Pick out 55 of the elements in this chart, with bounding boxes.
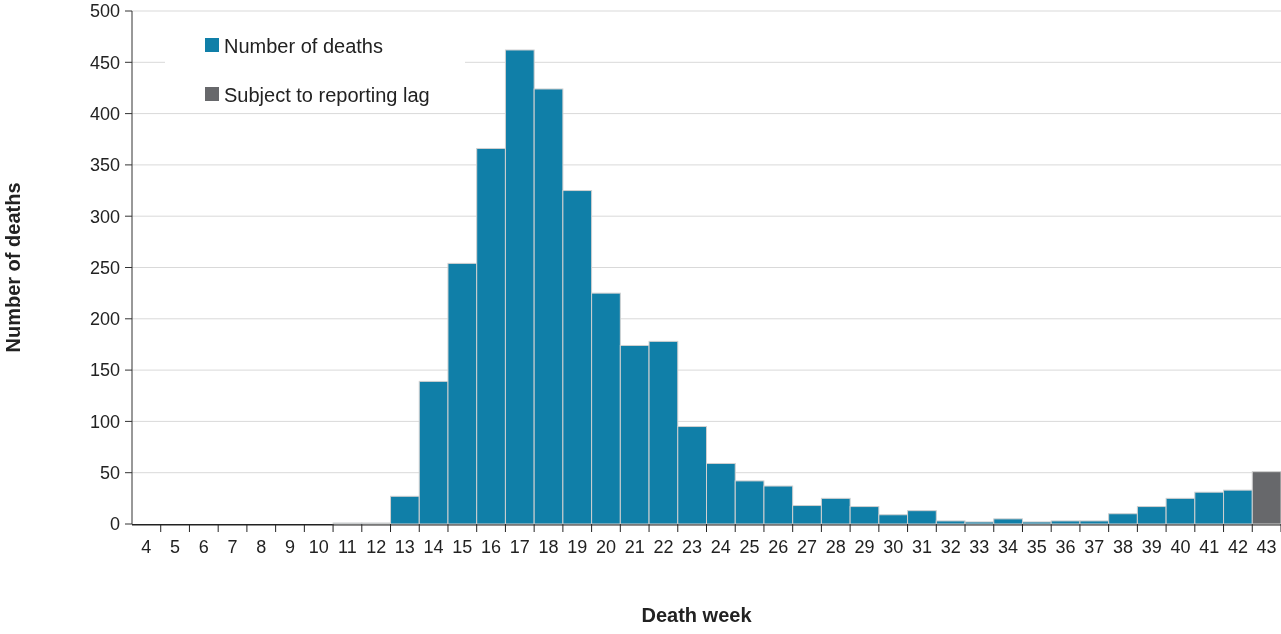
legend-label: Number of deaths [224,35,383,57]
x-tick-label: 27 [797,537,818,557]
x-tick-label: 36 [1055,537,1076,557]
x-tick-label: 37 [1084,537,1105,557]
x-tick-label: 9 [284,537,295,557]
x-tick-label: 35 [1026,537,1047,557]
x-tick-label: 19 [567,537,588,557]
x-tick-label: 24 [710,537,731,557]
x-tick-label: 12 [366,537,387,557]
x-tick-label: 30 [883,537,904,557]
y-tick-label: 100 [89,411,120,432]
x-tick-label: 32 [940,537,961,557]
y-tick-label: 500 [89,1,120,22]
x-tick-label: 23 [682,537,703,557]
y-tick-label: 50 [99,463,120,483]
y-tick-label: 350 [89,155,120,176]
x-tick-label: 14 [423,537,444,557]
y-axis-title: Number of deaths [2,182,24,353]
x-tick-label: 26 [768,537,789,557]
x-tick-label: 15 [452,537,473,557]
x-tick-label: 38 [1113,537,1134,557]
x-tick-label: 31 [911,537,932,557]
x-tick-label: 10 [308,537,329,557]
x-tick-label: 16 [481,537,502,557]
x-tick-label: 17 [509,537,530,557]
x-tick-label: 43 [1256,537,1277,557]
x-tick-label: 7 [227,537,238,557]
x-tick-label: 41 [1199,537,1220,557]
x-tick-label: 21 [624,537,645,557]
y-tick-label: 250 [89,257,120,278]
x-tick-label: 6 [198,537,209,557]
x-tick-label: 22 [653,537,674,557]
y-tick-label: 450 [89,52,120,73]
y-tick-label: 300 [89,206,120,227]
x-tick-label: 11 [338,537,357,557]
x-tick-label: 34 [998,537,1019,557]
x-tick-label: 33 [969,537,990,557]
x-tick-label: 20 [595,537,616,557]
x-tick-label: 18 [538,537,559,557]
y-tick-label: 0 [109,514,120,535]
x-tick-label: 42 [1227,537,1248,557]
x-tick-label: 4 [141,537,152,557]
x-tick-label: 5 [170,537,181,557]
x-axis-title: Death week [641,604,753,626]
x-tick-label: 29 [854,537,875,557]
y-tick-label: 400 [89,103,120,124]
y-tick-label: 150 [89,360,120,381]
legend-label: Subject to reporting lag [224,84,430,106]
x-tick-label: 25 [739,537,760,557]
y-tick-label: 200 [89,309,120,330]
x-tick-label: 40 [1170,537,1191,557]
x-tick-label: 13 [394,537,415,557]
x-tick-label: 8 [256,537,267,557]
x-tick-label: 39 [1141,537,1162,557]
x-tick-label: 28 [825,537,846,557]
